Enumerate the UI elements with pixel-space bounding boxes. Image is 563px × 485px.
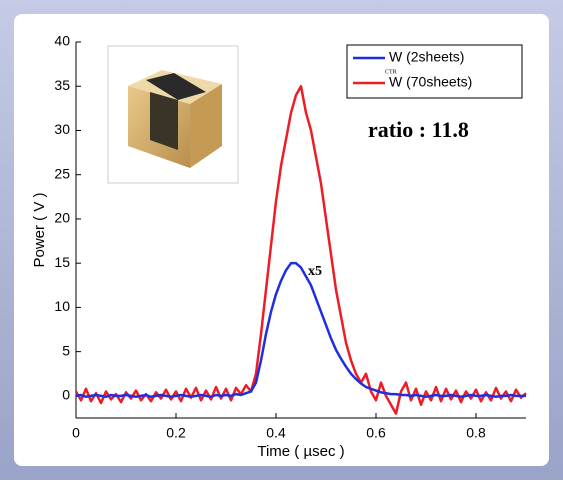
y-tick-label: 25: [54, 165, 70, 181]
x-tick-label: 0.8: [466, 425, 486, 441]
y-tick-label: 0: [62, 387, 70, 403]
legend-box: [346, 44, 523, 99]
y-tick-label: 5: [62, 342, 70, 358]
legend-subscript: CTR: [385, 69, 397, 75]
y-axis-label: Power ( V ): [31, 192, 48, 267]
y-tick-label: 20: [54, 210, 70, 226]
annotation: x5: [308, 264, 322, 279]
x-tick-label: 0.4: [266, 425, 286, 441]
annotation: ratio : 11.8: [368, 117, 469, 142]
y-tick-label: 10: [54, 298, 70, 314]
legend-label: W (70sheets): [389, 74, 472, 90]
x-tick-label: 0: [72, 425, 80, 441]
cube-side: [190, 84, 222, 168]
y-tick-label: 35: [54, 77, 70, 93]
x-axis-label: Time ( µsec ): [257, 443, 344, 460]
cube-slot: [146, 73, 206, 100]
series-line: [75, 261, 526, 399]
series-line: [74, 84, 527, 415]
inset-photo: [107, 45, 239, 184]
legend-label: W (2sheets): [389, 49, 464, 65]
cube-stack: [150, 92, 178, 150]
y-tick-label: 15: [54, 254, 70, 270]
y-tick-label: 40: [54, 33, 70, 49]
x-tick-label: 0.6: [366, 425, 386, 441]
y-tick-label: 30: [54, 121, 70, 137]
x-tick-label: 0.2: [166, 425, 186, 441]
